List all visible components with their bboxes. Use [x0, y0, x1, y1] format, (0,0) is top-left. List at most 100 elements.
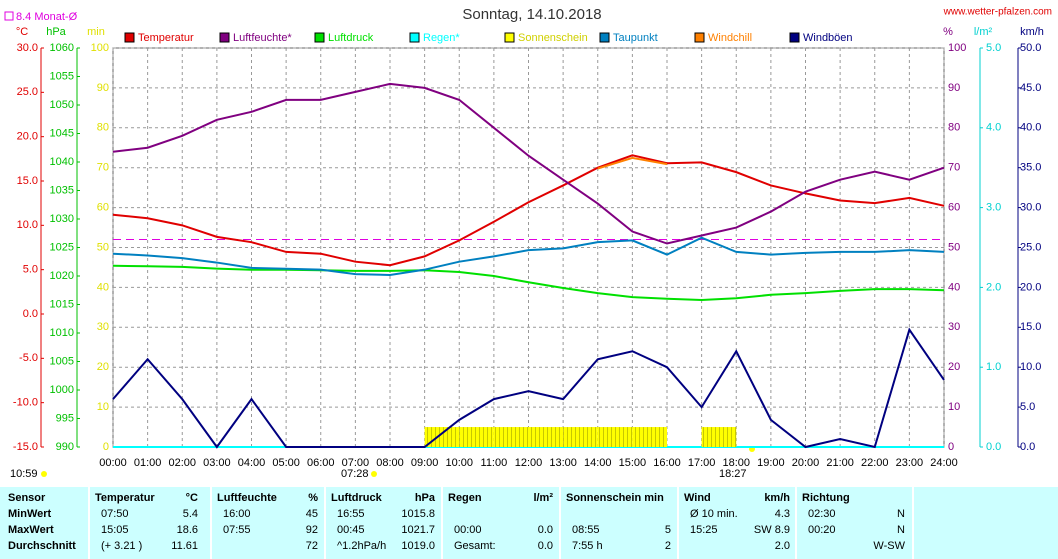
y-tick-label: 2.0: [986, 281, 1001, 293]
sunshine-bar: [528, 427, 564, 447]
y-tick-label: 995: [56, 412, 74, 424]
legend-label: Regen*: [423, 32, 460, 44]
y-tick-label: -5.0: [19, 352, 38, 364]
x-tick-label: 04:00: [238, 457, 266, 469]
cell-value: 45: [305, 508, 318, 520]
legend-swatch: [599, 32, 610, 43]
y-tick-label: 25.0: [17, 86, 38, 98]
y-tick-label: 15.0: [17, 175, 38, 187]
cell-time: 16:00: [223, 508, 251, 520]
y-tick-label: 10: [948, 401, 960, 413]
x-tick-label: 02:00: [168, 457, 196, 469]
y-tick-label: 1050: [50, 99, 74, 111]
sun-dot: [371, 471, 377, 477]
x-tick-label: 13:00: [549, 457, 577, 469]
cell-time: Gesamt:: [454, 540, 496, 552]
cell-time: 7:55 h: [572, 540, 603, 552]
x-tick-label: 16:00: [653, 457, 681, 469]
cell-value: N: [897, 508, 905, 520]
y-tick-label: 1020: [50, 270, 74, 282]
y-tick-label: 40: [97, 281, 109, 293]
cell-value: 72: [305, 540, 318, 552]
legend-swatch: [504, 32, 515, 43]
y-tick-label: 100: [948, 42, 966, 54]
y-tick-label: 1000: [50, 384, 74, 396]
row-label: MaxWert: [8, 524, 54, 536]
x-tick-label: 05:00: [272, 457, 300, 469]
cell-time: 15:05: [101, 524, 129, 536]
stats-table: Sensor Temperatur °C Luftfeuchte% Luftdruck h…: [0, 487, 1058, 559]
sunshine-bar: [597, 427, 633, 447]
x-tick-label: 18:00: [722, 457, 750, 469]
header-unit: %: [308, 492, 318, 504]
separator: [795, 487, 797, 559]
y-tick-label: 1060: [50, 42, 74, 54]
y-tick-label: 1015: [50, 298, 74, 310]
cell-time: 16:55: [337, 508, 365, 520]
cell-time: 00:45: [337, 524, 365, 536]
y-tick-label: 1.0: [986, 361, 1001, 373]
x-tick-label: 15:00: [619, 457, 647, 469]
header-unit: km/h: [764, 492, 790, 504]
x-tick-label: 00:00: [99, 457, 127, 469]
legend-label: Luftdruck: [328, 32, 374, 44]
x-tick-label: 11:00: [481, 457, 508, 469]
legend-swatch: [789, 32, 800, 43]
sunshine-bar: [701, 427, 737, 447]
y-tick-label: 1025: [50, 241, 74, 253]
separator: [88, 487, 90, 559]
x-tick-label: 08:00: [376, 457, 404, 469]
header: Regen: [448, 492, 482, 504]
x-tick-label: 19:00: [757, 457, 785, 469]
y-tick-label: 40.0: [1020, 122, 1041, 134]
separator: [912, 487, 914, 559]
header: Sensor: [8, 492, 46, 504]
cell-time: (+ 3.21 ): [101, 540, 143, 552]
header: Luftfeuchte: [217, 492, 277, 504]
cell-value: 2.0: [774, 540, 790, 552]
source: www.wetter-pfalzen.com: [943, 7, 1052, 18]
legend-swatch: [694, 32, 705, 43]
y-tick-label: 90: [97, 82, 109, 94]
row-label: MinWert: [8, 508, 52, 520]
cell-time: 08:55: [572, 524, 600, 536]
legend-label: Windchill: [708, 32, 752, 44]
axis-title: min: [87, 26, 105, 38]
cell-value: 11.61: [171, 540, 198, 552]
y-tick-label: 1035: [50, 184, 74, 196]
separator: [441, 487, 443, 559]
y-tick-label: 0.0: [23, 308, 38, 320]
sunset-label: 18:27: [719, 468, 747, 480]
x-tick-label: 09:00: [411, 457, 439, 469]
y-tick-label: 0.0: [1020, 441, 1035, 453]
x-tick-label: 22:00: [861, 457, 889, 469]
y-tick-label: 20: [97, 361, 109, 373]
cell-value: 2: [664, 540, 671, 552]
cell-time: 15:25: [690, 524, 718, 536]
legend-swatch: [409, 32, 420, 43]
separator: [324, 487, 326, 559]
series-line: [112, 154, 945, 267]
header: Sonnenschein min: [566, 492, 664, 504]
header: Richtung: [802, 492, 850, 504]
sunshine-bar: [563, 427, 598, 447]
y-tick-label: 10.0: [1020, 361, 1041, 373]
header-unit: hPa: [414, 492, 435, 504]
series-line: [112, 327, 945, 449]
x-tick-label: 21:00: [826, 457, 854, 469]
header-unit: l/m²: [533, 492, 553, 504]
y-tick-label: 5.0: [23, 264, 38, 276]
y-tick-label: 3.0: [986, 202, 1001, 214]
y-tick-label: 1005: [50, 355, 74, 367]
series-line: [112, 82, 945, 245]
sunshine-bar: [632, 427, 667, 447]
y-tick-label: 10.0: [17, 219, 38, 231]
x-tick-label: 03:00: [203, 457, 231, 469]
cell-value: 1019.0: [401, 540, 435, 552]
y-tick-label: 50: [948, 241, 960, 253]
cell-value: 4.3: [774, 508, 790, 520]
legend-label: Windböen: [803, 32, 853, 44]
legend-swatch: [314, 32, 325, 43]
axis-title: hPa: [46, 26, 66, 38]
